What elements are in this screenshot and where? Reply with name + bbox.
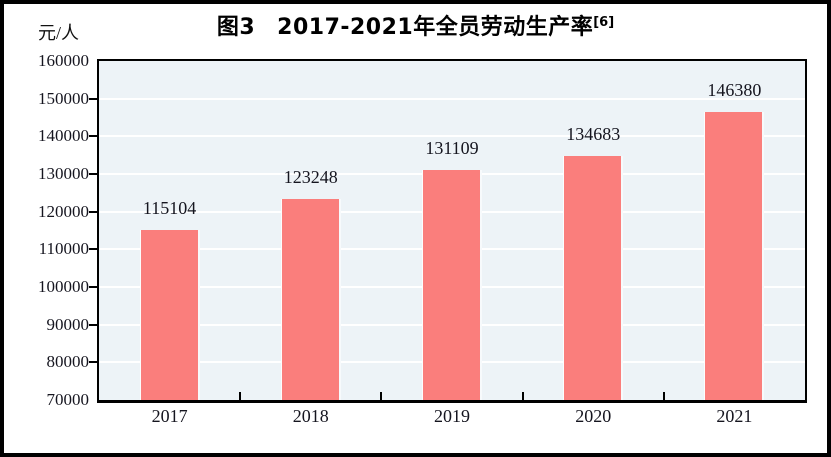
- x-tick-mark-3: [521, 392, 524, 400]
- x-axis-label-2021: 2021: [716, 406, 753, 426]
- title-prefix: 图3: [216, 15, 256, 40]
- y-tick-mark-120000: [89, 210, 97, 213]
- x-axis-label-2020: 2020: [575, 406, 612, 426]
- x-axis-label-2018: 2018: [292, 406, 329, 426]
- bar-chart: 115104 123248 131109 134683 146380 2017 2018 2…: [4, 4, 827, 453]
- title-footnote-ref: [6]: [593, 15, 615, 30]
- bar-value-label-2020: 134683: [566, 124, 621, 145]
- y-tick-label-120000: 120000: [38, 201, 89, 221]
- y-tick-label-80000: 80000: [46, 352, 90, 372]
- y-tick-label-70000: 70000: [46, 390, 90, 409]
- bar-2018: [280, 199, 341, 400]
- y-tick-label-140000: 140000: [38, 126, 89, 146]
- y-tick-label-90000: 90000: [46, 314, 90, 334]
- y-tick-mark-130000: [89, 173, 97, 175]
- bar-value-label-2017: 115104: [142, 198, 197, 219]
- bar-value-label-2018: 123248: [283, 167, 338, 188]
- x-tick-mark-1: [239, 392, 242, 400]
- y-tick-mark-100000: [89, 286, 97, 288]
- bar-2021: [704, 112, 765, 400]
- gridline-140000: [99, 135, 805, 138]
- y-tick-label-160000: 160000: [38, 51, 89, 70]
- x-axis-label-2017: 2017: [151, 406, 188, 426]
- bar-2020: [563, 156, 624, 400]
- y-tick-mark-140000: [89, 135, 97, 138]
- y-tick-label-110000: 110000: [38, 239, 89, 259]
- x-tick-mark-2: [380, 392, 383, 400]
- x-axis-label-2019: 2019: [434, 406, 470, 426]
- y-axis-unit-label: 元/人: [38, 23, 80, 43]
- plot-area: 115104 123248 131109 134683 146380: [97, 59, 807, 403]
- y-tick-label-150000: 150000: [38, 88, 89, 108]
- y-tick-mark-150000: [89, 97, 97, 100]
- bar-value-label-2021: 146380: [707, 80, 762, 101]
- y-tick-mark-80000: [89, 361, 97, 364]
- y-tick-mark-90000: [89, 323, 97, 326]
- x-axis-labels: 2017 2018 2019 2020 2021: [99, 406, 805, 427]
- bar-value-label-2019: 131109: [425, 137, 479, 158]
- gridline-150000: [99, 97, 805, 100]
- chart-title: 图3 2017-2021年全员劳动生产率[6]: [4, 9, 827, 41]
- bar-2019: [422, 169, 482, 400]
- y-tick-mark-110000: [89, 248, 97, 251]
- y-tick-label-100000: 100000: [38, 277, 89, 296]
- title-text: 2017-2021年全员劳动生产率: [277, 15, 594, 40]
- x-tick-mark-4: [662, 392, 665, 400]
- y-tick-label-130000: 130000: [38, 164, 89, 183]
- bar-2017: [139, 230, 200, 400]
